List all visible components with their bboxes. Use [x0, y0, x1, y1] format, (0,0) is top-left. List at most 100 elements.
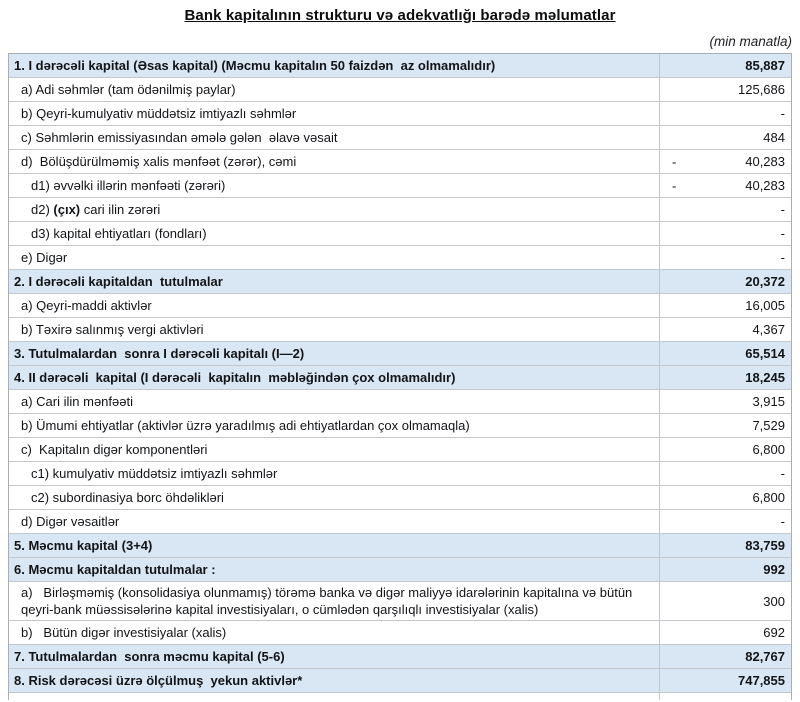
row-label-text: d) Bölüşdürülməmiş xalis mənfəət (zərər)… [21, 154, 297, 169]
row-label [9, 693, 660, 700]
row-value-number: - [780, 202, 785, 217]
row-value: 16,005 [660, 294, 791, 317]
row-value-number: 125,686 [738, 82, 785, 97]
row-value-number: 4,367 [752, 322, 785, 337]
row-label-text: c1) kumulyativ müddətsiz imtiyazlı səhml… [31, 466, 278, 481]
row-value-number: 85,887 [745, 58, 785, 73]
row-value: 692 [660, 621, 791, 644]
table-row: d3) kapital ehtiyatları (fondları) - [9, 222, 791, 246]
row-label-text: d3) kapital ehtiyatları (fondları) [31, 226, 207, 241]
table-row: b) Ümumi ehtiyatlar (aktivlər üzrə yarad… [9, 414, 791, 438]
row-label-text: (Əsas kapital) (Məcmu kapitalın 50 faizd… [129, 58, 496, 73]
row-label-text: c2) subordinasiya borc öhdəlikləri [31, 490, 224, 505]
row-value-number: 40,283 [745, 154, 785, 169]
row-label: a) Qeyri-maddi aktivlər [9, 294, 660, 317]
row-value: 6,800 [660, 438, 791, 461]
row-value: 4,367 [660, 318, 791, 341]
unit-note: (min manatla) [709, 34, 792, 49]
row-label-text: b) Təxirə salınmış vergi aktivləri [21, 322, 204, 337]
table-row: e) Digər - [9, 246, 791, 270]
row-label-text: d) Digər vəsaitlər [21, 514, 120, 529]
row-label-text: 7. Tutulmalardan sonra məcmu kapital (5-… [14, 649, 285, 664]
table-row: 8. Risk dərəcəsi üzrə ölçülmuş yekun akt… [9, 669, 791, 693]
row-value: 83,759 [660, 534, 791, 557]
row-value: - [660, 198, 791, 221]
row-label: 5. Məcmu kapital (3+4) [9, 534, 660, 557]
row-value: 3,915 [660, 390, 791, 413]
row-value: - 40,283 [660, 150, 791, 173]
row-value-number: - [780, 106, 785, 121]
table-row: a) Adi səhmlər (tam ödənilmiş paylar) 125… [9, 78, 791, 102]
table-row: 1. I dərəcəli kapital (Əsas kapital) (Mə… [9, 54, 791, 78]
row-value-number: 747,855 [738, 673, 785, 688]
table-row: 4. II dərəcəli kapital (I dərəcəli kapit… [9, 366, 791, 390]
row-label-text: a) Cari ilin mənfəəti [21, 394, 133, 409]
row-label-text: 2. I dərəcəli kapitaldan tutulmalar [14, 274, 223, 289]
table-row: c) Səhmlərin emissiyasından əmələ gələn … [9, 126, 791, 150]
row-label-text: b) Ümumi ehtiyatlar (aktivlər üzrə yarad… [21, 418, 470, 433]
row-label-text: a) Adi səhmlər (tam ödənilmiş paylar) [21, 82, 236, 97]
row-value: 18,245 [660, 366, 791, 389]
row-label: 4. II dərəcəli kapital (I dərəcəli kapit… [9, 366, 660, 389]
row-value-number: 300 [763, 593, 785, 609]
row-label: b) Ümumi ehtiyatlar (aktivlər üzrə yarad… [9, 414, 660, 437]
row-label-text: b) Qeyri-kumulyativ müddətsiz imtiyazlı … [21, 106, 297, 121]
row-value: 125,686 [660, 78, 791, 101]
row-value: - [660, 246, 791, 269]
row-value-number: - [780, 514, 785, 529]
table-row: b) Təxirə salınmış vergi aktivləri 4,367 [9, 318, 791, 342]
row-value: 82,767 [660, 645, 791, 668]
row-label-text: 6. Məcmu kapitaldan tutulmalar : [14, 562, 216, 577]
row-label: a) Adi səhmlər (tam ödənilmiş paylar) [9, 78, 660, 101]
table-row: b) Qeyri-kumulyativ müddətsiz imtiyazlı … [9, 102, 791, 126]
row-value-number: 65,514 [745, 346, 785, 361]
row-value: 20,372 [660, 270, 791, 293]
row-value-number: - [780, 226, 785, 241]
row-label: a) Birləşməmiş (konsolidasiya olunmamış)… [9, 582, 660, 620]
table-row: d) Digər vəsaitlər - [9, 510, 791, 534]
row-value-number: 692 [763, 625, 785, 640]
table-row: a) Cari ilin mənfəəti 3,915 [9, 390, 791, 414]
row-label: 3. Tutulmalardan sonra I dərəcəli kapita… [9, 342, 660, 365]
row-label-text: a) Birləşməmiş (konsolidasiya olunmamış)… [21, 585, 633, 617]
table-row: d1) əvvəlki illərin mənfəəti (zərəri) - 40… [9, 174, 791, 198]
row-value: 6,800 [660, 486, 791, 509]
row-label: c) Səhmlərin emissiyasından əmələ gələn … [9, 126, 660, 149]
table-row: 3. Tutulmalardan sonra I dərəcəli kapita… [9, 342, 791, 366]
row-value-number: 20,372 [745, 274, 785, 289]
table-row: c) Kapitalın digər komponentləri 6,800 [9, 438, 791, 462]
row-label-text: a) Qeyri-maddi aktivlər [21, 298, 152, 313]
table-row: d) Bölüşdürülməmiş xalis mənfəət (zərər)… [9, 150, 791, 174]
row-value-number: 484 [763, 130, 785, 145]
row-label-text: (çıx) [53, 202, 81, 217]
table-row: a) Birləşməmiş (konsolidasiya olunmamış)… [9, 582, 791, 621]
row-label: b) Bütün digər investisiyalar (xalis) [9, 621, 660, 644]
row-value-number: - [780, 466, 785, 481]
row-value-number: 18,245 [745, 370, 785, 385]
table-row: d2) (çıx) cari ilin zərəri - [9, 198, 791, 222]
row-label: d2) (çıx) cari ilin zərəri [9, 198, 660, 221]
negative-sign: - [672, 178, 677, 193]
row-label: c) Kapitalın digər komponentləri [9, 438, 660, 461]
table-row: 2. I dərəcəli kapitaldan tutulmalar 20,37… [9, 270, 791, 294]
row-label-text: 5. Məcmu kapital (3+4) [14, 538, 153, 553]
row-label-text: d2) [31, 202, 54, 217]
row-value: - 40,283 [660, 174, 791, 197]
row-label-text: cari ilin zərəri [80, 202, 161, 217]
row-value-number: 16,005 [745, 298, 785, 313]
row-value-number: 3,915 [752, 394, 785, 409]
row-value: 300 [660, 582, 791, 620]
row-label: d3) kapital ehtiyatları (fondları) [9, 222, 660, 245]
table-row: 6. Məcmu kapitaldan tutulmalar : 992 [9, 558, 791, 582]
table-row: 5. Məcmu kapital (3+4) 83,759 [9, 534, 791, 558]
table-row: 7. Tutulmalardan sonra məcmu kapital (5-… [9, 645, 791, 669]
row-label: a) Cari ilin mənfəəti [9, 390, 660, 413]
row-value-number: 992 [763, 562, 785, 577]
row-label-text: d1) əvvəlki illərin mənfəəti (zərəri) [31, 178, 226, 193]
row-label: 1. I dərəcəli kapital (Əsas kapital) (Mə… [9, 54, 660, 77]
row-label-text: c) Kapitalın digər komponentləri [21, 442, 208, 457]
row-value: - [660, 462, 791, 485]
page-title: Bank kapitalının strukturu və adekvatlığ… [184, 7, 616, 24]
table-row-partial [9, 693, 791, 700]
